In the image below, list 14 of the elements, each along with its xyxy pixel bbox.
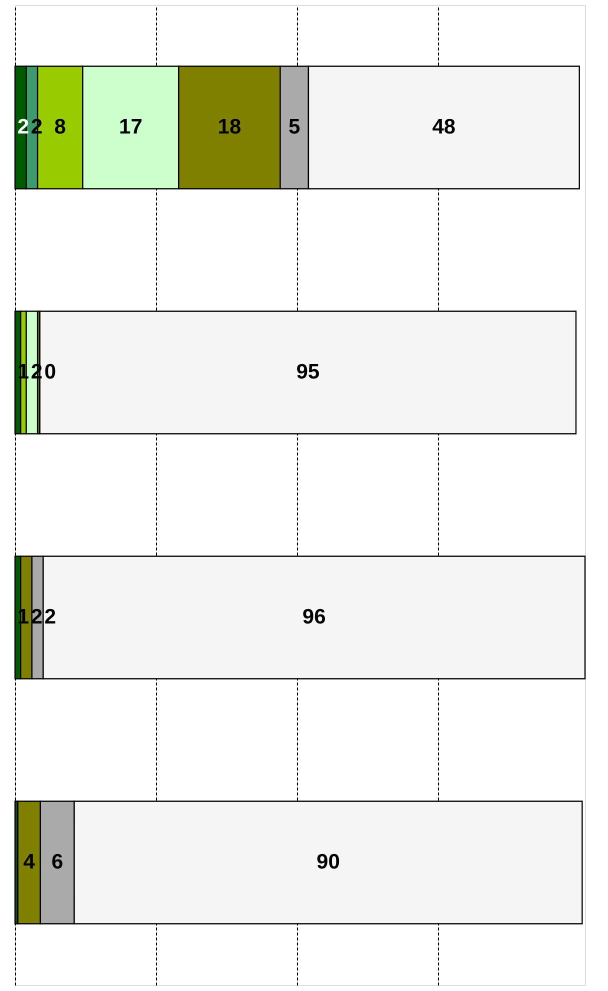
data-label: 18 bbox=[218, 116, 242, 138]
data-label: 90 bbox=[316, 850, 340, 874]
data-label: 95 bbox=[296, 360, 320, 384]
data-label: 48 bbox=[432, 116, 456, 138]
data-label: 8 bbox=[54, 116, 66, 138]
data-label: 2 bbox=[30, 606, 43, 628]
data-label: 6 bbox=[51, 850, 64, 874]
data-label: 4 bbox=[23, 850, 36, 874]
data-label: 17 bbox=[119, 116, 142, 138]
data-label: 96 bbox=[302, 606, 326, 628]
data-label: 2 bbox=[17, 116, 30, 138]
data-label: 0 bbox=[44, 360, 56, 384]
data-label: 5 bbox=[288, 116, 301, 138]
data-label: 2 bbox=[44, 606, 56, 628]
